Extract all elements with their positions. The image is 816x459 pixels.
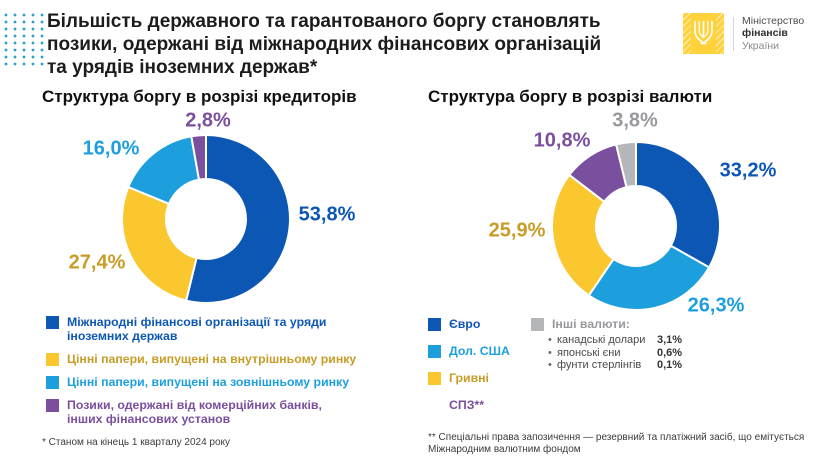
slice-label-other-currencies: 3,8%	[612, 109, 658, 132]
donut-slice	[121, 186, 198, 302]
legend-label-hryvnia: Гривні	[449, 371, 489, 385]
other-currency-value-gbp: 0,1%	[657, 359, 683, 371]
slice-label-intl-orgs: 53,8%	[298, 203, 356, 226]
other-currencies-list: • канадські долари 3,1% • японські єни 0…	[548, 334, 781, 372]
swatch-sdr	[428, 399, 441, 412]
legend-item-domestic-securities: Цінні папери, випущені на внутрішньому р…	[46, 352, 386, 366]
legend-item-other-currencies: Інші валюти:	[531, 317, 781, 331]
slice-label-euro: 33,2%	[719, 159, 777, 182]
page-title: Більшість державного та гарантованого бо…	[47, 10, 601, 79]
slice-label-commercial-banks: 2,8%	[185, 109, 231, 132]
other-currency-name-gbp: фунти стерлінгів	[557, 359, 642, 371]
ministry-name: Міністерство фінансів України	[742, 15, 804, 53]
other-currency-row-cad: • канадські долари 3,1%	[548, 334, 781, 347]
legend-item-intl-orgs: Міжнародні фінансові організації та уряд…	[46, 315, 386, 343]
other-currency-row-gbp: • фунти стерлінгів 0,1%	[548, 359, 781, 372]
currency-chart-title: Структура боргу в розрізі валюти	[428, 87, 713, 106]
ministry-name-line-3: України	[742, 39, 780, 52]
legend-item-sdr: СПЗ**	[428, 398, 558, 412]
legend-item-external-securities: Цінні папери, випущені на зовнішньому ри…	[46, 375, 386, 389]
legend-label-euro: Євро	[449, 317, 481, 331]
legend-label-domestic-securities: Цінні папери, випущені на внутрішньому р…	[67, 352, 357, 366]
legend-item-usd: Дол. США	[428, 344, 558, 358]
ministry-logo: Міністерство фінансів України	[683, 13, 804, 54]
other-currency-row-jpy: • японські єни 0,6%	[548, 346, 781, 360]
slice-label-sdr: 10,8%	[533, 129, 591, 152]
legend-label-external-securities: Цінні папери, випущені на зовнішньому ри…	[67, 375, 350, 389]
page-title-line-1: Більшість державного та гарантованого бо…	[47, 11, 601, 32]
donut-slice	[190, 134, 207, 181]
bullet-icon: •	[548, 346, 552, 359]
currency-footnote: ** Спеціальні права запозичення — резерв…	[428, 432, 805, 455]
page-title-line-3: та урядів іноземних держав*	[47, 57, 318, 78]
swatch-other-currencies	[531, 318, 544, 331]
other-currency-name-jpy: японські єни	[557, 346, 621, 359]
trident-icon	[694, 21, 713, 45]
creditors-footnote: * Станом на кінець 1 кварталу 2024 року	[42, 437, 231, 448]
dots-decoration	[4, 13, 49, 69]
other-currencies-block: Інші валюти: • канадські долари 3,1% • я…	[531, 317, 781, 373]
trident-emblem	[683, 13, 724, 54]
legend-label-commercial-banks: Позики, одержані від комерційних банків,…	[67, 398, 322, 426]
swatch-euro	[428, 318, 441, 331]
swatch-intl-orgs	[46, 316, 59, 329]
currency-legend: Євро Дол. США Гривні СПЗ**	[428, 317, 558, 425]
legend-label-other-currencies: Інші валюти:	[552, 317, 630, 331]
donut-slice	[635, 141, 721, 269]
slice-label-external-securities: 16,0%	[82, 137, 140, 160]
other-currency-value-cad: 3,1%	[657, 334, 683, 346]
creditors-legend: Міжнародні фінансові організації та уряд…	[46, 315, 386, 435]
creditors-donut-chart	[121, 134, 291, 304]
donut-slice	[185, 134, 291, 304]
ministry-name-line-2: фінансів	[742, 27, 788, 40]
slice-label-domestic-securities: 27,4%	[68, 251, 126, 274]
slice-label-hryvnia: 25,9%	[488, 219, 546, 242]
legend-label-sdr: СПЗ**	[449, 398, 484, 412]
legend-label-intl-orgs: Міжнародні фінансові організації та уряд…	[67, 315, 327, 343]
donut-slice	[551, 173, 615, 297]
swatch-usd	[428, 345, 441, 358]
swatch-commercial-banks	[46, 399, 59, 412]
donut-slice	[587, 244, 711, 311]
legend-label-usd: Дол. США	[449, 344, 510, 358]
legend-item-commercial-banks: Позики, одержані від комерційних банків,…	[46, 398, 386, 426]
other-currency-value-jpy: 0,6%	[657, 346, 683, 359]
other-currency-name-cad: канадські долари	[557, 334, 646, 346]
page-title-line-2: позики, одержані від міжнародних фінансо…	[47, 34, 602, 55]
swatch-hryvnia	[428, 372, 441, 385]
currency-donut-chart	[551, 140, 721, 311]
legend-item-euro: Євро	[428, 317, 558, 331]
logo-divider	[733, 16, 734, 51]
slice-label-usd: 26,3%	[687, 294, 745, 317]
legend-item-hryvnia: Гривні	[428, 371, 558, 385]
donut-slice	[615, 140, 637, 189]
bullet-icon: •	[548, 334, 552, 346]
swatch-external-securities	[46, 376, 59, 389]
swatch-domestic-securities	[46, 353, 59, 366]
creditors-chart-title: Структура боргу в розрізі кредиторів	[42, 87, 357, 106]
ministry-name-line-1: Міністерство	[742, 14, 805, 27]
bullet-icon: •	[548, 359, 552, 371]
